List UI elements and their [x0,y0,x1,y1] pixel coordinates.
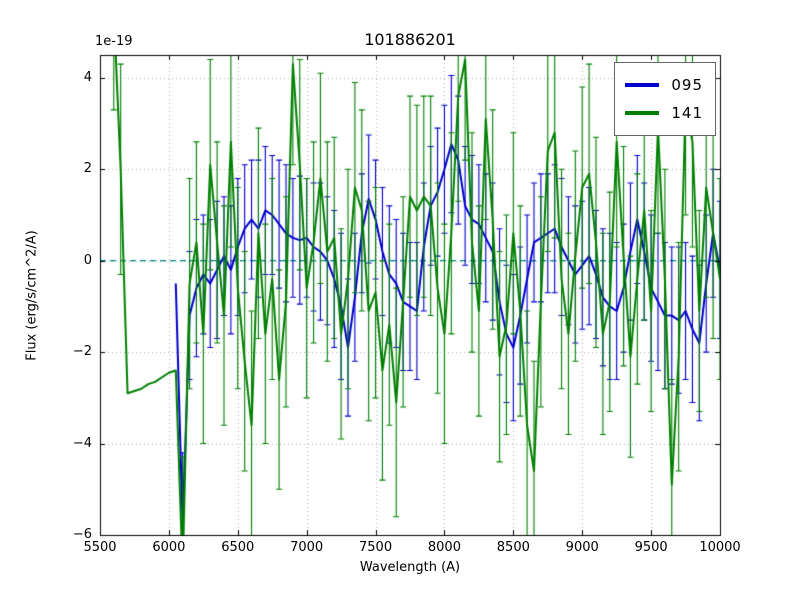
y-tick-label: 4 [83,69,92,85]
x-tick-label: 6000 [152,540,186,555]
x-tick-label: 10000 [699,540,741,555]
chart-title: 101886201 [364,30,456,49]
x-tick-label: 8000 [427,540,461,555]
x-tick-label: 6500 [221,540,255,555]
x-axis-label: Wavelength (A) [359,560,461,575]
y-tick-label: −2 [72,344,92,360]
y-tick-label: 0 [83,252,92,268]
y-tick-label: −6 [72,527,92,542]
y-axis-label: Flux (erg/s/cm^2/A) [24,230,40,361]
legend-entry-141: 141 [625,99,703,127]
x-tick-label: 9500 [634,540,668,555]
legend-entry-095: 095 [625,71,703,99]
x-tick-label: 7000 [290,540,324,555]
x-tick-label: 7500 [359,540,393,555]
legend-label-095: 095 [671,76,703,94]
y-tick-label: −4 [72,435,92,451]
y-axis-offset-label: 1e-19 [95,34,133,49]
legend: 095 141 [614,62,716,136]
x-tick-label: 9000 [565,540,599,555]
x-tick-label: 5500 [83,540,117,555]
y-tick-label: 2 [83,161,92,177]
legend-line-095 [625,83,660,87]
legend-label-141: 141 [671,104,703,122]
x-tick-label: 8500 [496,540,530,555]
legend-line-141 [625,111,660,115]
